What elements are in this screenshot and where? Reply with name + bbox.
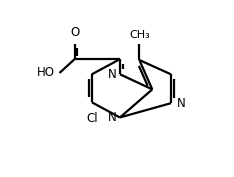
Text: O: O — [70, 26, 79, 39]
Text: N: N — [108, 68, 117, 81]
Text: N: N — [177, 97, 186, 110]
Text: HO: HO — [37, 67, 55, 79]
Text: CH₃: CH₃ — [129, 30, 150, 40]
Text: N: N — [108, 111, 117, 124]
Text: Cl: Cl — [86, 112, 98, 125]
